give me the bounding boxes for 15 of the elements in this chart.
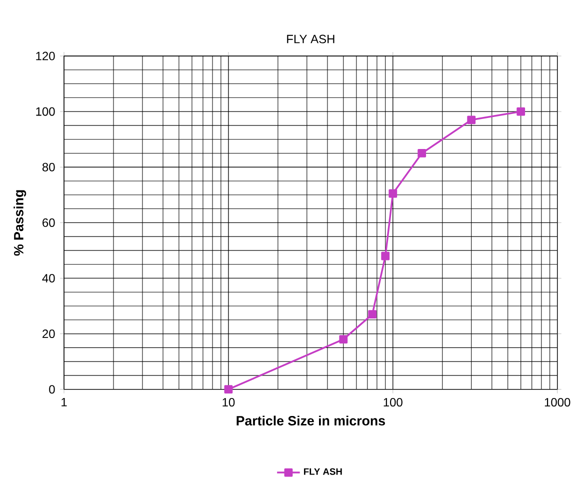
y-tick-label: 40 xyxy=(42,274,55,282)
x-tick-label: 100 xyxy=(384,398,402,406)
y-tick-label: 20 xyxy=(42,329,55,338)
y-tick-label: 100 xyxy=(36,107,55,116)
y-tick-label: 120 xyxy=(36,52,55,60)
y-axis-title: % Passing xyxy=(14,190,26,256)
y-tick-label: 80 xyxy=(42,162,55,172)
chart-title: FLY ASH xyxy=(287,34,334,44)
legend-label: FLY ASH xyxy=(304,468,342,475)
x-tick-label: 1000 xyxy=(544,398,570,406)
x-tick-label: 10 xyxy=(222,398,235,406)
x-axis-title: Particle Size in microns xyxy=(236,416,385,426)
y-tick-label: 60 xyxy=(42,218,55,227)
x-tick-label: 1 xyxy=(62,398,67,406)
y-tick-label: 0 xyxy=(49,385,55,394)
